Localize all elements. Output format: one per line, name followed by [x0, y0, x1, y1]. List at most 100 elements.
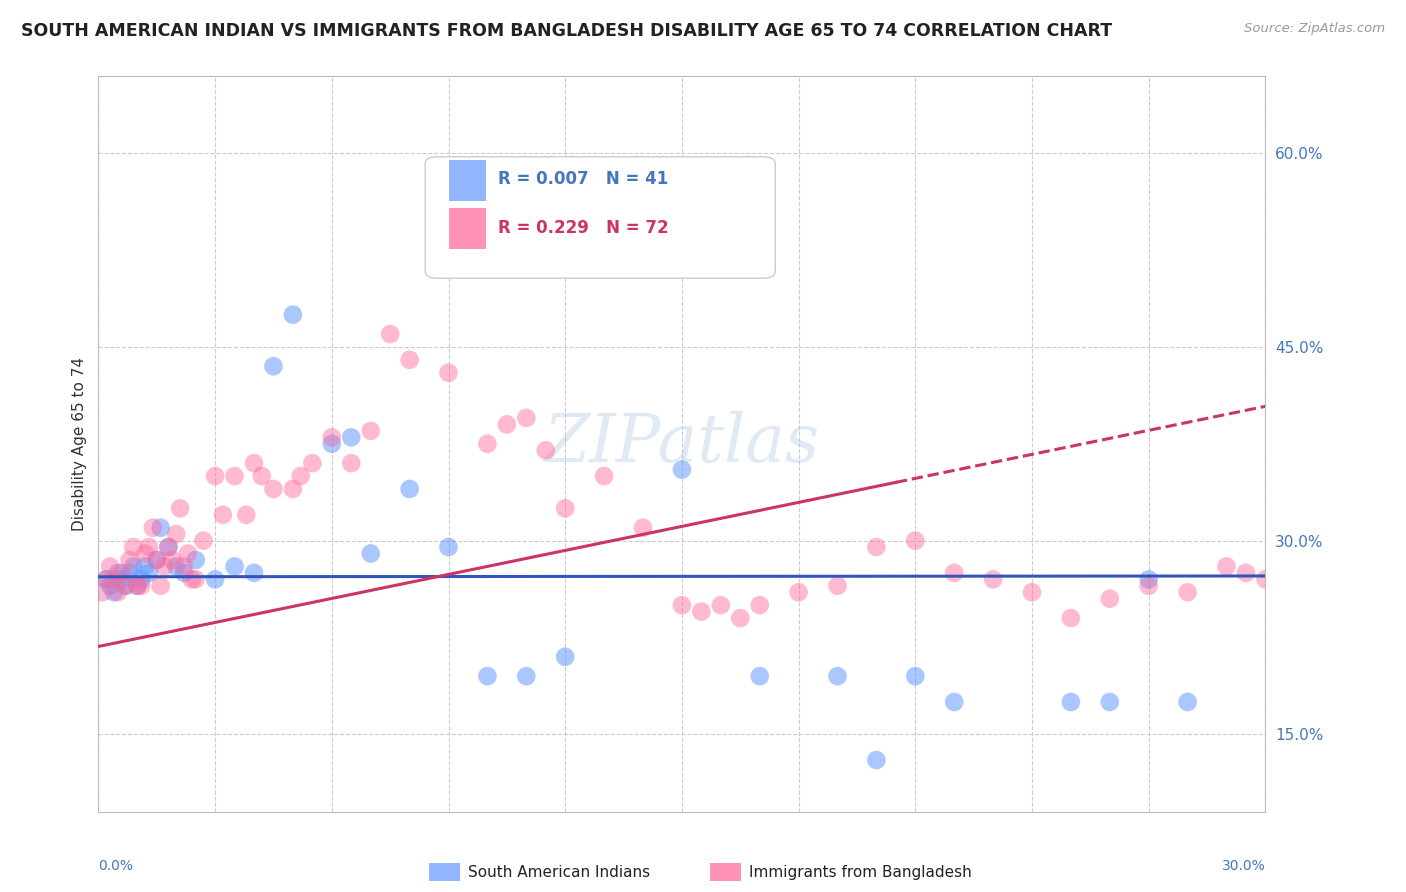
Point	[250, 469, 273, 483]
Point	[165, 527, 187, 541]
Point	[1254, 572, 1277, 586]
Point	[138, 540, 160, 554]
Point	[321, 436, 343, 450]
Point	[169, 501, 191, 516]
Point	[281, 482, 304, 496]
FancyBboxPatch shape	[425, 157, 775, 278]
Point	[153, 559, 176, 574]
Point	[380, 326, 402, 341]
Point	[340, 456, 363, 470]
Point	[107, 566, 129, 580]
Point	[1137, 572, 1160, 586]
Point	[360, 424, 382, 438]
Point	[134, 559, 156, 574]
Point	[107, 585, 129, 599]
Point	[118, 553, 141, 567]
Point	[146, 553, 169, 567]
Point	[1234, 566, 1257, 580]
Point	[554, 649, 576, 664]
Point	[138, 566, 160, 580]
Point	[477, 436, 499, 450]
Point	[134, 547, 156, 561]
Point	[281, 308, 304, 322]
Point	[1215, 559, 1237, 574]
Point	[515, 669, 537, 683]
Point	[1060, 695, 1083, 709]
Point	[149, 521, 172, 535]
Point	[111, 572, 134, 586]
Point	[98, 559, 121, 574]
Point	[127, 579, 149, 593]
Point	[671, 462, 693, 476]
Point	[243, 566, 266, 580]
Point	[177, 547, 200, 561]
Point	[224, 559, 246, 574]
Text: SOUTH AMERICAN INDIAN VS IMMIGRANTS FROM BANGLADESH DISABILITY AGE 65 TO 74 CORR: SOUTH AMERICAN INDIAN VS IMMIGRANTS FROM…	[21, 22, 1112, 40]
Point	[162, 553, 184, 567]
Point	[235, 508, 257, 522]
Point	[865, 540, 887, 554]
Text: 0.0%: 0.0%	[98, 859, 134, 872]
Point	[127, 579, 149, 593]
Point	[173, 559, 195, 574]
Point	[943, 566, 966, 580]
Point	[593, 469, 616, 483]
Point	[157, 540, 180, 554]
Point	[730, 611, 752, 625]
Point	[690, 605, 713, 619]
Point	[262, 359, 284, 374]
Point	[122, 540, 145, 554]
Point	[122, 559, 145, 574]
Point	[173, 566, 195, 580]
Point	[96, 572, 118, 586]
Text: South American Indians: South American Indians	[468, 865, 651, 880]
Point	[321, 430, 343, 444]
Point	[114, 579, 136, 593]
Point	[1137, 579, 1160, 593]
Point	[290, 469, 312, 483]
Point	[1098, 695, 1121, 709]
Text: ZIPatlas: ZIPatlas	[544, 411, 820, 476]
Point	[243, 456, 266, 470]
Point	[1274, 579, 1296, 593]
Point	[103, 572, 125, 586]
Point	[204, 469, 226, 483]
Point	[1177, 695, 1199, 709]
Point	[943, 695, 966, 709]
Point	[398, 482, 420, 496]
Point	[865, 753, 887, 767]
Point	[360, 547, 382, 561]
Text: Immigrants from Bangladesh: Immigrants from Bangladesh	[749, 865, 972, 880]
Point	[1098, 591, 1121, 606]
Point	[184, 553, 207, 567]
Point	[1177, 585, 1199, 599]
Point	[437, 366, 460, 380]
Point	[534, 443, 557, 458]
Point	[111, 566, 134, 580]
Point	[748, 669, 770, 683]
Text: 30.0%: 30.0%	[1222, 859, 1265, 872]
Point	[1060, 611, 1083, 625]
Point	[91, 585, 114, 599]
Point	[554, 501, 576, 516]
Y-axis label: Disability Age 65 to 74: Disability Age 65 to 74	[72, 357, 87, 531]
Point	[114, 579, 136, 593]
Point	[398, 352, 420, 367]
Point	[149, 579, 172, 593]
Point	[193, 533, 215, 548]
Point	[981, 572, 1004, 586]
Point	[1021, 585, 1043, 599]
Point	[262, 482, 284, 496]
Point	[98, 579, 121, 593]
Point	[827, 579, 849, 593]
Point	[212, 508, 235, 522]
Point	[1313, 598, 1336, 612]
Bar	[449, 161, 486, 201]
Point	[904, 669, 927, 683]
Text: Source: ZipAtlas.com: Source: ZipAtlas.com	[1244, 22, 1385, 36]
Point	[142, 521, 165, 535]
Point	[1294, 591, 1316, 606]
Point	[184, 572, 207, 586]
Point	[129, 572, 152, 586]
Point	[146, 553, 169, 567]
